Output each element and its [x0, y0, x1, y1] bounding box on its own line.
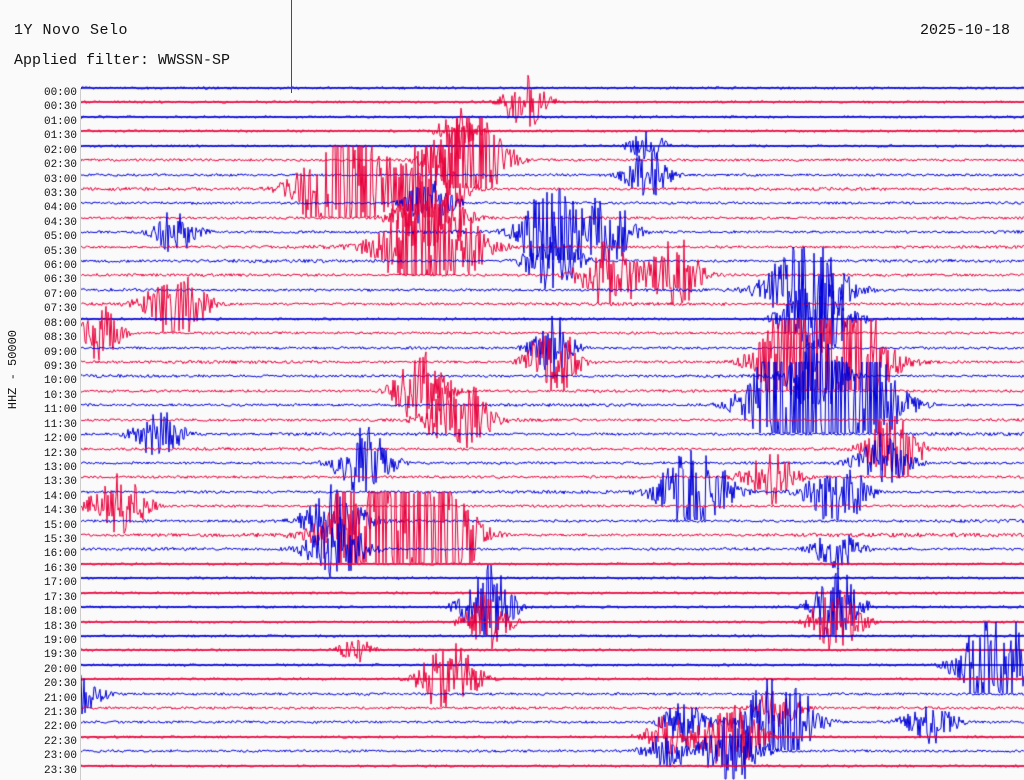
- time-label-23-00: 23:00: [13, 751, 77, 762]
- event-marker-line: [291, 0, 292, 93]
- waveform-plot-area[interactable]: 00:00 00:30 01:00 01:30 02:00 02:30 03:00 03:30…: [80, 88, 1024, 780]
- time-label-09-30: 09:30: [13, 362, 77, 373]
- time-label-02-30: 02:30: [13, 160, 77, 171]
- time-label-13-30: 13:30: [13, 477, 77, 488]
- time-label-10-00: 10:00: [13, 376, 77, 387]
- time-label-14-00: 14:00: [13, 492, 77, 503]
- time-label-17-30: 17:30: [13, 593, 77, 604]
- time-label-03-00: 03:00: [13, 175, 77, 186]
- seismograph-window: 1Y Novo Selo 2025-10-18 Applied filter: …: [0, 0, 1024, 780]
- time-label-11-30: 11:30: [13, 420, 77, 431]
- time-label-05-30: 05:30: [13, 247, 77, 258]
- time-label-19-00: 19:00: [13, 636, 77, 647]
- time-label-12-00: 12:00: [13, 434, 77, 445]
- time-label-00-00: 00:00: [13, 88, 77, 99]
- time-label-18-00: 18:00: [13, 607, 77, 618]
- time-label-02-00: 02:00: [13, 146, 77, 157]
- time-label-04-00: 04:00: [13, 203, 77, 214]
- time-label-10-30: 10:30: [13, 391, 77, 402]
- waveform-row-23-30[interactable]: 23:30: [81, 766, 1024, 780]
- time-label-07-30: 07:30: [13, 304, 77, 315]
- time-label-22-30: 22:30: [13, 737, 77, 748]
- time-label-17-00: 17:00: [13, 578, 77, 589]
- time-label-22-00: 22:00: [13, 722, 77, 733]
- time-label-04-30: 04:30: [13, 218, 77, 229]
- time-label-15-00: 15:00: [13, 521, 77, 532]
- date-label: 2025-10-18: [920, 22, 1010, 39]
- time-label-07-00: 07:00: [13, 290, 77, 301]
- time-label-09-00: 09:00: [13, 348, 77, 359]
- time-label-16-30: 16:30: [13, 564, 77, 575]
- time-label-23-30: 23:30: [13, 766, 77, 777]
- time-label-01-30: 01:30: [13, 131, 77, 142]
- time-label-14-30: 14:30: [13, 506, 77, 517]
- time-label-08-00: 08:00: [13, 319, 77, 330]
- time-label-13-00: 13:00: [13, 463, 77, 474]
- time-label-21-00: 21:00: [13, 694, 77, 705]
- time-label-06-30: 06:30: [13, 275, 77, 286]
- time-label-20-00: 20:00: [13, 665, 77, 676]
- time-label-15-30: 15:30: [13, 535, 77, 546]
- time-label-11-00: 11:00: [13, 405, 77, 416]
- time-label-06-00: 06:00: [13, 261, 77, 272]
- time-label-21-30: 21:30: [13, 708, 77, 719]
- time-label-01-00: 01:00: [13, 117, 77, 128]
- time-label-12-30: 12:30: [13, 449, 77, 460]
- time-label-05-00: 05:00: [13, 232, 77, 243]
- time-label-00-30: 00:30: [13, 102, 77, 113]
- time-label-20-30: 20:30: [13, 679, 77, 690]
- time-label-18-30: 18:30: [13, 622, 77, 633]
- time-label-19-30: 19:30: [13, 650, 77, 661]
- time-label-16-00: 16:00: [13, 549, 77, 560]
- station-title: 1Y Novo Selo: [14, 22, 128, 39]
- time-label-03-30: 03:30: [13, 189, 77, 200]
- time-label-08-30: 08:30: [13, 333, 77, 344]
- waveform-trace-23-30: [81, 721, 1024, 780]
